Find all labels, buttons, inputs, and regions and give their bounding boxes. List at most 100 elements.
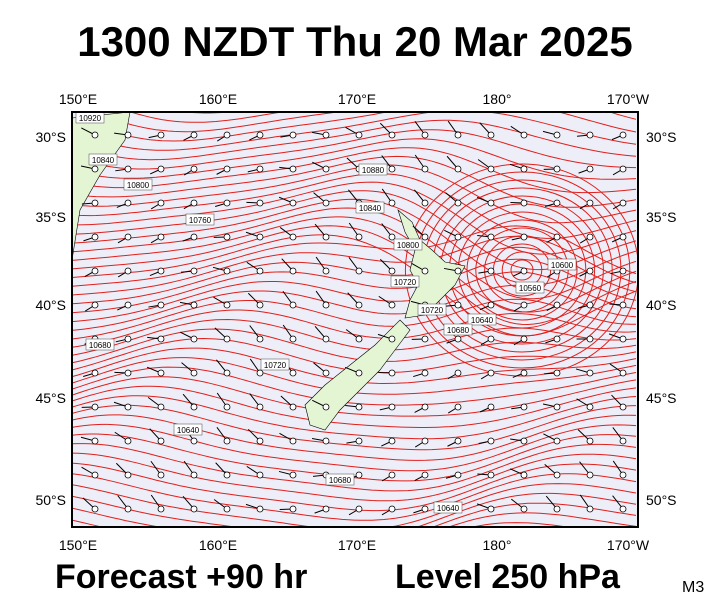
wind-station [124, 131, 132, 139]
wind-station [124, 505, 132, 513]
wind-station [388, 165, 396, 173]
wind-station [157, 131, 165, 139]
contour-label-box [515, 281, 545, 294]
wind-station [586, 505, 594, 513]
contour-label: 10720 [394, 278, 417, 287]
contour-label-box [358, 163, 388, 176]
wind-station [322, 233, 330, 241]
wind-station [586, 301, 594, 309]
wind-station [322, 369, 330, 377]
wind-station [124, 267, 132, 275]
contour-line [510, 259, 534, 281]
wind-station [190, 131, 198, 139]
contour-line [72, 235, 637, 296]
wind-station [190, 505, 198, 513]
wind-station [256, 267, 264, 275]
wind-station [487, 335, 495, 343]
wind-station [553, 369, 561, 377]
contour-line [72, 404, 637, 451]
contour-line [72, 318, 637, 356]
wind-station [520, 471, 528, 479]
wind-station [421, 471, 429, 479]
wind-station [289, 199, 297, 207]
wind-station [388, 437, 396, 445]
wind-station [388, 403, 396, 411]
wind-station [388, 471, 396, 479]
wind-station [223, 369, 231, 377]
wind-station [619, 267, 627, 275]
wind-station [487, 131, 495, 139]
bottom-axis-label: 180° [483, 537, 512, 553]
wind-station [124, 403, 132, 411]
left-axis-label: 40°S [35, 297, 66, 313]
contour-label-box [185, 213, 215, 226]
map-content: 10920 10840 10800 10760 10880 10840 10800 10720… [72, 112, 638, 527]
wind-station [157, 471, 165, 479]
wind-station [520, 369, 528, 377]
contour-line [72, 328, 637, 364]
wind-station [91, 437, 99, 445]
contour-line [72, 309, 637, 348]
wind-station [256, 165, 264, 173]
wind-station [322, 335, 330, 343]
contour-label-box [547, 258, 577, 271]
top-axis-label: 160°E [199, 91, 237, 107]
contour-line [72, 502, 637, 527]
wind-station [421, 165, 429, 173]
contour-label: 10600 [551, 261, 574, 270]
contour-label: 10720 [421, 306, 444, 315]
wind-station [388, 369, 396, 377]
contour-line [90, 112, 637, 133]
wind-station [553, 131, 561, 139]
contour-line [72, 376, 637, 417]
wind-station [355, 131, 363, 139]
wind-station [487, 301, 495, 309]
contour-label: 10560 [519, 284, 542, 293]
forecast-label: Forecast +90 hr [55, 558, 307, 596]
wind-station [289, 369, 297, 377]
wind-station [223, 437, 231, 445]
bottom-axis-label: 150°E [59, 537, 97, 553]
wind-station [619, 437, 627, 445]
wind-station [124, 165, 132, 173]
contour-label: 10680 [447, 326, 470, 335]
contour-label: 10800 [127, 181, 150, 190]
contour-line [72, 119, 637, 161]
wind-station [454, 233, 462, 241]
contour-line [72, 112, 637, 151]
wind-station [190, 369, 198, 377]
wind-station [124, 369, 132, 377]
wind-station [355, 471, 363, 479]
contour-line [72, 207, 637, 300]
wind-station [454, 199, 462, 207]
wind-station [421, 233, 429, 241]
bottom-axis-label: 170°W [607, 537, 650, 553]
wind-station [586, 437, 594, 445]
contour-line [72, 462, 637, 512]
wind-station [487, 165, 495, 173]
wind-station [487, 403, 495, 411]
wind-station [157, 369, 165, 377]
contour-line [129, 112, 285, 123]
map-frame [71, 111, 639, 528]
wind-station [388, 335, 396, 343]
wind-station [91, 403, 99, 411]
wind-station [487, 369, 495, 377]
contour-line [72, 443, 637, 492]
contour-line [72, 225, 637, 287]
wind-station [124, 301, 132, 309]
wind-station [91, 233, 99, 241]
wind-station [190, 267, 198, 275]
wind-station [619, 335, 627, 343]
wind-station [124, 199, 132, 207]
contour-label: 10840 [359, 204, 382, 213]
wind-station [388, 505, 396, 513]
wind-station [520, 505, 528, 513]
wind-station [619, 505, 627, 513]
wind-station [289, 471, 297, 479]
wind-station [619, 471, 627, 479]
wind-station [190, 335, 198, 343]
wind-station [421, 335, 429, 343]
wind-station [322, 437, 330, 445]
wind-station [190, 233, 198, 241]
